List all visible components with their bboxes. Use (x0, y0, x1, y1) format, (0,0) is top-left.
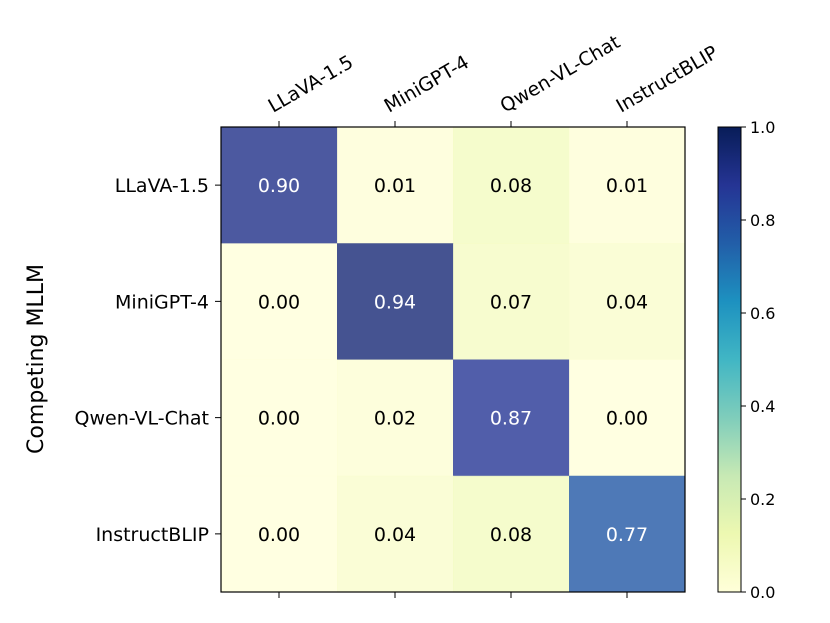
heatmap-cell (337, 475, 454, 593)
heatmap-cell (337, 243, 454, 360)
y-tick-label: MiniGPT-4 (115, 291, 209, 313)
heatmap-cell (221, 475, 338, 593)
colorbar-ticks: 0.0 0.2 0.4 0.6 0.8 1.0 (741, 118, 775, 602)
x-tick-label: MiniGPT-4 (381, 51, 473, 117)
heatmap-cell-labels: 0.90 0.01 0.08 0.01 0.00 0.94 0.07 0.04 0.00 0.02… (258, 175, 648, 546)
y-axis-ticks: LLaVA-1.5 MiniGPT-4 Qwen-VL-Chat InstructBL… (75, 175, 221, 546)
x-tick-label: InstructBLIP (613, 42, 722, 118)
colorbar-tick-label: 0.4 (750, 397, 775, 416)
heatmap-cell (221, 243, 338, 360)
heatmap-cell (221, 359, 338, 477)
colorbar-tick-label: 1.0 (750, 118, 775, 137)
y-tick-label: Qwen-VL-Chat (75, 408, 209, 430)
cell-value-label: 0.01 (606, 175, 648, 197)
heatmap-cells (221, 127, 686, 593)
heatmap-cell (569, 359, 686, 477)
plot-frame (220, 126, 686, 593)
heatmap-cell (453, 243, 570, 360)
colorbar-tick-label: 0.8 (750, 211, 775, 230)
colorbar-tick-label: 0.0 (750, 583, 775, 602)
cell-value-label: 0.00 (606, 408, 648, 430)
heatmap-cell (453, 475, 570, 593)
x-tick-label: LLaVA-1.5 (265, 51, 358, 117)
colorbar-tick-label: 0.2 (750, 490, 775, 509)
x-tick-label: Qwen-VL-Chat (497, 31, 624, 117)
heatmap-cell (337, 359, 454, 477)
heatmap-cell (569, 475, 686, 593)
cell-value-label: 0.87 (490, 408, 532, 430)
y-tick-label: LLaVA-1.5 (115, 175, 209, 197)
cell-value-label: 0.94 (374, 291, 416, 313)
cell-value-label: 0.90 (258, 175, 300, 197)
colorbar-tick-label: 0.6 (750, 304, 775, 323)
colorbar (717, 126, 742, 593)
cell-value-label: 0.02 (374, 408, 416, 430)
heatmap-cell (569, 243, 686, 360)
cell-value-label: 0.00 (258, 408, 300, 430)
cell-value-label: 0.01 (374, 175, 416, 197)
heatmap-cell (221, 127, 338, 244)
heatmap-cell (453, 127, 570, 244)
cell-value-label: 0.08 (490, 175, 532, 197)
cell-value-label: 0.77 (606, 524, 648, 546)
cell-value-label: 0.08 (490, 524, 532, 546)
y-tick-label: InstructBLIP (96, 524, 209, 546)
y-axis-label: Competing MLLM (24, 264, 49, 454)
cell-value-label: 0.07 (490, 291, 532, 313)
cell-value-label: 0.04 (374, 524, 416, 546)
cell-value-label: 0.00 (258, 524, 300, 546)
heatmap-cell (569, 127, 686, 244)
cell-value-label: 0.04 (606, 291, 648, 313)
cell-value-label: 0.00 (258, 291, 300, 313)
heatmap-cell (453, 359, 570, 477)
heatmap-cell (337, 127, 454, 244)
